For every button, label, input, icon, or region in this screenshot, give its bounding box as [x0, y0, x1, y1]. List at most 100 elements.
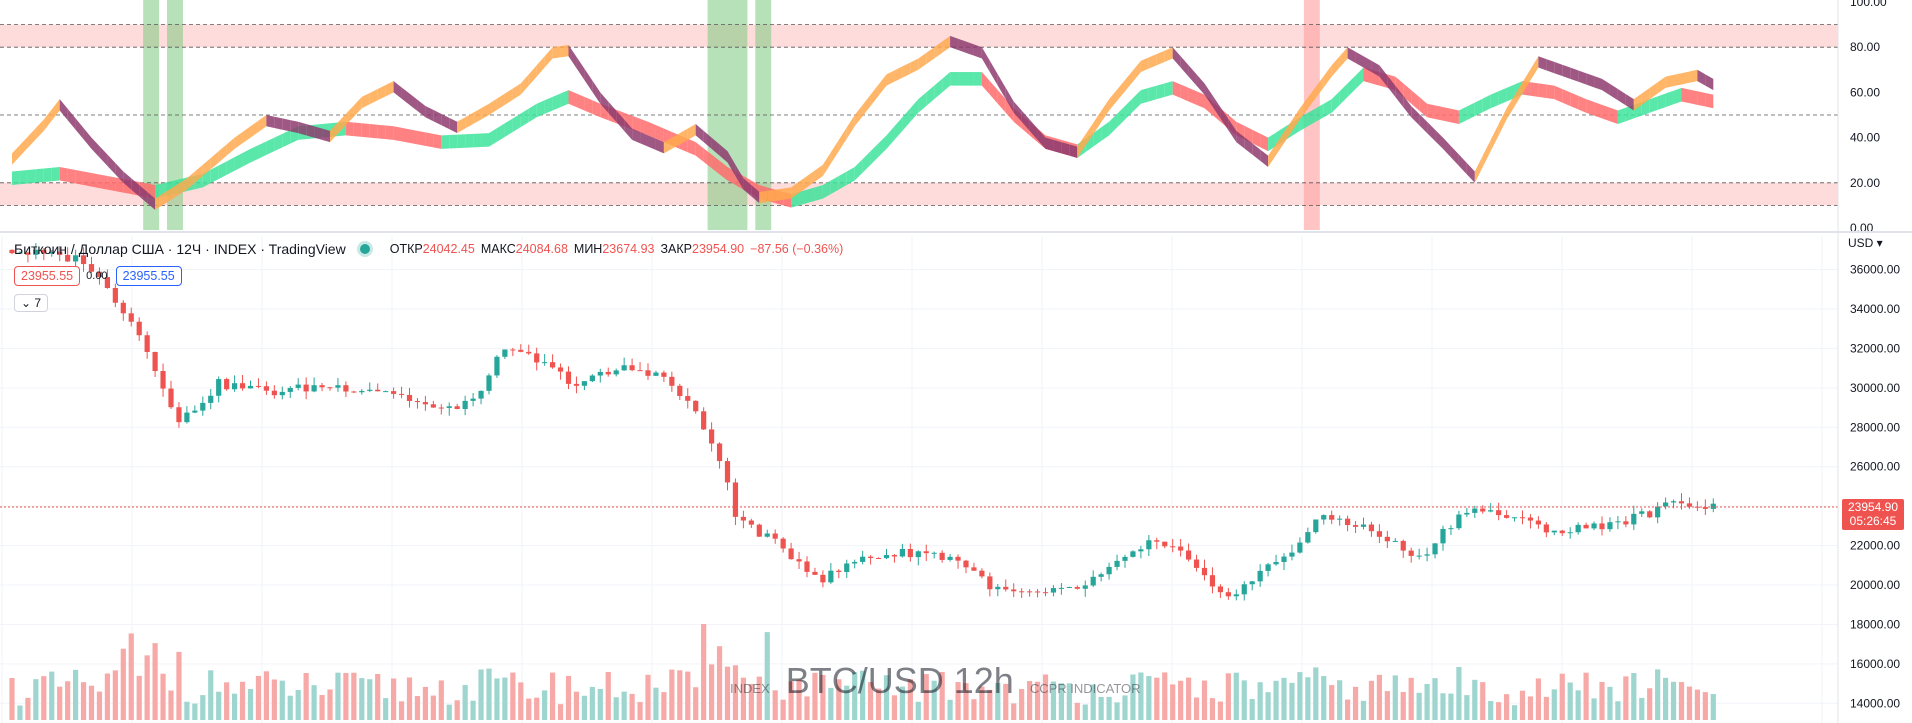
- momentum-ribbon-segment: [1443, 137, 1451, 158]
- candle-body: [383, 391, 389, 393]
- volume-bar: [1313, 667, 1319, 720]
- volume-bar: [701, 624, 707, 720]
- candle: [446, 402, 452, 416]
- volume-bar: [1496, 702, 1502, 720]
- candle-body: [1090, 576, 1096, 586]
- candle-body: [446, 406, 452, 408]
- candle-body: [724, 461, 731, 483]
- volume-bar: [49, 671, 55, 720]
- trend-band-segment: [1546, 84, 1555, 100]
- candle: [1090, 570, 1096, 588]
- momentum-ribbon-segment: [27, 127, 36, 148]
- indicators-collapse-button[interactable]: ⌄ 7: [14, 294, 49, 312]
- volume-bar: [1456, 667, 1462, 720]
- candle-body: [1313, 519, 1319, 533]
- candle: [1281, 553, 1287, 571]
- candle: [955, 554, 961, 569]
- candle: [1003, 579, 1009, 592]
- candle-body: [685, 396, 691, 401]
- trend-band-segment: [822, 180, 831, 199]
- volume-bar: [1527, 696, 1534, 720]
- trend-band-segment: [449, 134, 458, 149]
- trend-band-segment: [75, 169, 84, 186]
- momentum-ribbon-segment: [1315, 76, 1324, 99]
- candle-body: [939, 552, 945, 560]
- chart-watermark: INDEX BTC/USD 12h CCPR INDICATOR: [730, 660, 1141, 702]
- candle: [1448, 525, 1454, 536]
- volume-bar: [645, 674, 651, 720]
- candle-body: [96, 271, 103, 278]
- candle: [581, 381, 587, 391]
- trend-band-segment: [1681, 87, 1690, 104]
- candle: [73, 249, 79, 269]
- candle-body: [1567, 532, 1573, 534]
- trend-band-segment: [1609, 107, 1618, 125]
- trend-band-segment: [345, 121, 354, 137]
- trend-band-segment: [1252, 129, 1261, 148]
- trend-band-segment: [536, 100, 545, 118]
- candle-body: [1019, 591, 1025, 593]
- candle-body: [144, 335, 150, 352]
- trend-band-segment: [584, 96, 593, 114]
- volume-bar: [1376, 674, 1382, 720]
- candle-body: [1440, 528, 1446, 544]
- candle: [971, 562, 977, 571]
- candle: [1321, 514, 1327, 525]
- price-tick-label: 28000.00: [1850, 420, 1900, 434]
- momentum-ribbon-segment: [1268, 143, 1277, 167]
- volume-bar: [430, 695, 436, 720]
- symbol-title[interactable]: Биткоин / Доллар США · 12Ч · INDEX · Tra…: [14, 241, 346, 257]
- candle: [367, 382, 373, 393]
- volume-bar: [637, 702, 643, 720]
- candle: [1384, 530, 1390, 549]
- watermark-right: CCPR INDICATOR: [1029, 681, 1141, 696]
- momentum-ribbon-segment: [163, 188, 171, 205]
- momentum-ribbon-segment: [369, 89, 378, 105]
- candle-body: [1400, 540, 1406, 551]
- volume-bar: [1488, 701, 1494, 720]
- volume-bar: [1639, 697, 1645, 720]
- volume-bar: [1702, 692, 1708, 720]
- momentum-ribbon-segment: [1482, 139, 1491, 167]
- volume-bar: [1424, 683, 1430, 720]
- momentum-ribbon-segment: [1355, 51, 1364, 68]
- price-tick-label: 32000.00: [1850, 341, 1900, 355]
- volume-bar: [812, 672, 818, 720]
- candle: [470, 393, 476, 407]
- momentum-ribbon-segment: [1005, 87, 1014, 113]
- momentum-ribbon-segment: [735, 164, 744, 190]
- momentum-ribbon-segment: [934, 41, 943, 59]
- candle: [1345, 515, 1351, 532]
- momentum-ribbon-segment: [1093, 111, 1102, 135]
- candle-body: [1249, 581, 1255, 585]
- trend-band-segment: [544, 96, 553, 114]
- volume-bar: [772, 690, 778, 720]
- volume-bar: [1019, 689, 1025, 720]
- candle: [1591, 521, 1597, 531]
- momentum-ribbon-segment: [1665, 74, 1674, 88]
- momentum-ribbon-segment: [504, 88, 513, 105]
- momentum-ribbon-segment: [560, 44, 569, 58]
- momentum-ribbon-segment: [838, 127, 847, 152]
- trend-band-segment: [1363, 67, 1372, 84]
- volume-bar: [1050, 681, 1057, 720]
- momentum-ribbon-segment: [139, 185, 148, 204]
- candle-body: [430, 404, 436, 408]
- candle: [136, 317, 142, 341]
- currency-menu[interactable]: USD ▾: [1848, 236, 1883, 250]
- candle-body: [422, 402, 428, 405]
- sell-button[interactable]: 23955.55: [14, 266, 81, 286]
- candle-body: [1321, 515, 1327, 520]
- candle-body: [1233, 594, 1239, 597]
- volume-bar: [573, 691, 580, 720]
- buy-button[interactable]: 23955.55: [115, 266, 182, 286]
- candle-body: [1551, 530, 1557, 533]
- candle: [1551, 530, 1557, 536]
- candle-body: [1432, 543, 1438, 555]
- volume-bar: [764, 632, 770, 720]
- candle-body: [359, 390, 365, 393]
- candle: [820, 570, 826, 588]
- candle-body: [804, 561, 810, 572]
- momentum-ribbon-segment: [1117, 79, 1125, 101]
